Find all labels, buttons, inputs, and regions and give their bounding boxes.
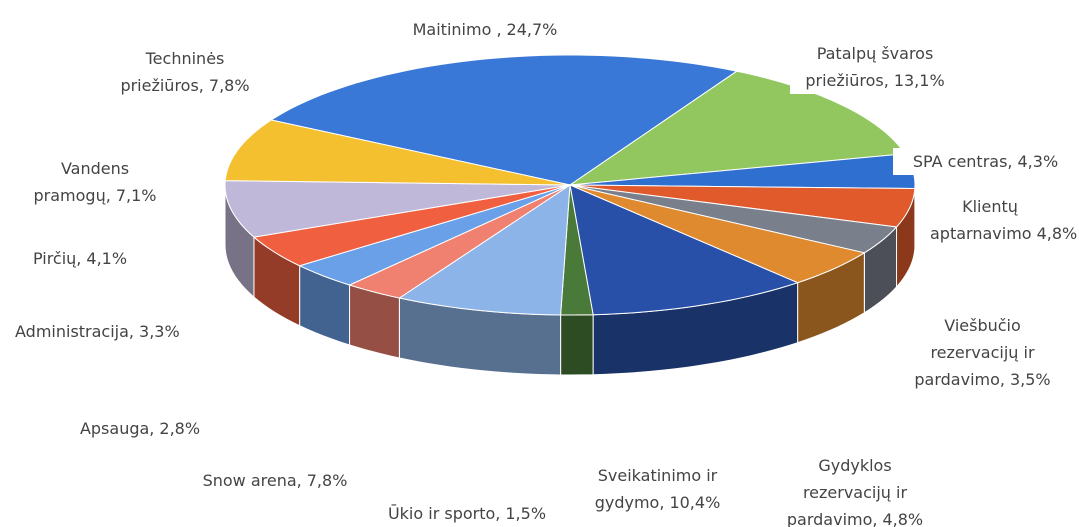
- slice: [398, 184, 571, 316]
- slice: [269, 54, 739, 186]
- label-category: Klientų aptarnavimo: [930, 197, 1032, 243]
- data-label: Snow arena, 7,8%: [185, 467, 365, 494]
- data-label: Sveikatinimo ir gydymo, 10,4%: [590, 462, 725, 516]
- data-label: Techninės priežiūros, 7,8%: [110, 45, 260, 99]
- label-category: Administracija,: [15, 322, 135, 341]
- label-category: Ūkio ir sporto,: [387, 504, 501, 523]
- slice: [569, 184, 800, 316]
- slice: [252, 184, 571, 267]
- data-label: Klientų aptarnavimo 4,8%: [930, 193, 1077, 247]
- slice: [569, 184, 916, 228]
- slice: [224, 119, 571, 186]
- label-value: 1,5%: [505, 504, 547, 523]
- label-category: Snow arena,: [202, 471, 302, 490]
- data-label: Gydyklos rezervacijų ir pardavimo, 4,8%: [780, 452, 930, 527]
- label-category: Vandens pramogų,: [33, 159, 130, 205]
- data-label: Ūkio ir sporto, 1,5%: [372, 500, 562, 527]
- slice: [569, 184, 866, 284]
- data-label: Viešbučio rezervacijų ir pardavimo, 3,5%: [905, 312, 1060, 393]
- label-category: Pirčių,: [32, 249, 82, 268]
- data-label: Vandens pramogų, 7,1%: [20, 155, 170, 209]
- label-value: 2,8%: [159, 419, 201, 438]
- slice-side: [560, 314, 594, 376]
- label-category: Maitinimo ,: [412, 20, 502, 39]
- label-value: 4,8%: [882, 510, 924, 527]
- label-category: Patalpų švaros priežiūros,: [805, 44, 934, 90]
- label-value: 7,8%: [208, 76, 250, 95]
- label-value: 7,1%: [115, 186, 157, 205]
- slice: [224, 180, 571, 238]
- label-value: 7,8%: [306, 471, 348, 490]
- data-label: Patalpų švaros priežiūros, 13,1%: [790, 40, 960, 94]
- label-category: Techninės priežiūros,: [120, 49, 225, 95]
- label-category: Gydyklos rezervacijų ir pardavimo,: [786, 456, 908, 527]
- label-category: Sveikatinimo ir gydymo,: [594, 466, 718, 512]
- label-value: 10,4%: [669, 493, 721, 512]
- label-category: SPA centras,: [912, 152, 1013, 171]
- label-value: 4,1%: [86, 249, 128, 268]
- label-category: Viešbučio rezervacijų ir pardavimo,: [914, 316, 1035, 389]
- slice: [348, 184, 571, 299]
- slice: [298, 184, 571, 286]
- label-value: 3,3%: [139, 322, 180, 341]
- data-label: Maitinimo , 24,7%: [385, 16, 585, 43]
- label-category: Apsauga,: [79, 419, 155, 438]
- data-label: Apsauga, 2,8%: [60, 415, 220, 442]
- label-value: 4,3%: [1017, 152, 1059, 171]
- slice: [569, 184, 898, 254]
- data-label: SPA centras, 4,3%: [893, 148, 1078, 175]
- slice: [568, 70, 906, 186]
- data-label: Pirčių, 4,1%: [15, 245, 145, 272]
- data-label: Administracija, 3,3%: [15, 318, 180, 345]
- label-value: 13,1%: [893, 71, 945, 90]
- label-value: 4,8%: [1036, 224, 1078, 243]
- label-value: 3,5%: [1009, 370, 1051, 389]
- label-value: 24,7%: [506, 20, 558, 39]
